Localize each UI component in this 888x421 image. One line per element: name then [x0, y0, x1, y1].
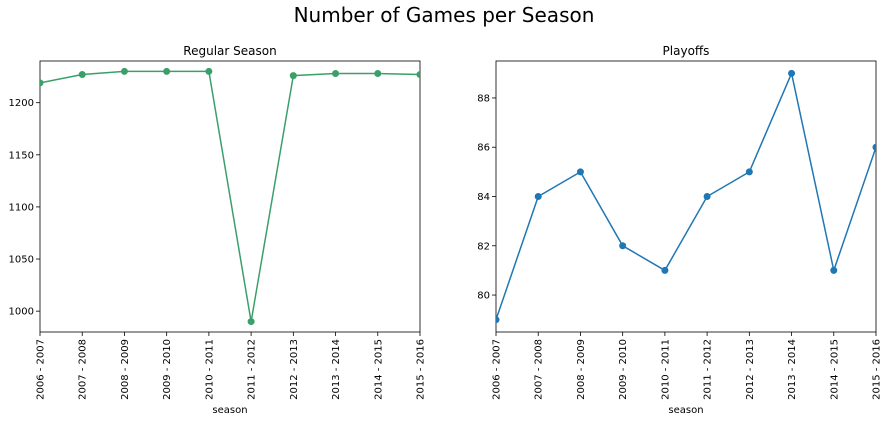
playoffs-series-line	[496, 70, 876, 320]
playoffs-axes-frame	[495, 60, 877, 333]
regular-season-axes-title: Regular Season	[183, 44, 276, 58]
playoffs-y-tick-label: 86	[477, 143, 490, 154]
playoffs-data-point	[830, 266, 838, 274]
playoffs-data-point	[788, 69, 796, 77]
regular-season-series	[40, 67, 420, 326]
playoffs-chart: Playoffs 80 82 84 86 88 2006 - 2007 2007 - 2008…	[477, 44, 882, 416]
regular-season-x-axis-label: season	[212, 405, 247, 416]
playoffs-x-tick-label: 2014 - 2015	[829, 339, 840, 400]
regular-season-data-point	[205, 67, 213, 75]
playoffs-x-tick-label: 2013 - 2014	[787, 339, 798, 400]
playoffs-x-tick-label: 2015 - 2016	[872, 339, 883, 400]
regular-season-x-tick-label: 2012 - 2013	[289, 339, 300, 400]
playoffs-x-tick-label: 2012 - 2013	[745, 339, 756, 400]
regular-season-y-tick-label: 1000	[9, 307, 34, 318]
regular-season-data-point	[78, 71, 86, 79]
regular-season-x-tick-label: 2007 - 2008	[78, 339, 89, 400]
regular-season-y-tick-label: 1200	[9, 98, 34, 109]
regular-season-x-tick-label: 2010 - 2011	[204, 339, 215, 400]
playoffs-x-tick-label: 2009 - 2010	[618, 339, 629, 400]
playoffs-data-point	[576, 168, 584, 176]
regular-season-x-tick-label: 2014 - 2015	[373, 339, 384, 400]
regular-season-y-tick-label: 1100	[9, 202, 34, 213]
regular-season-x-tick-label: 2015 - 2016	[416, 339, 427, 400]
playoffs-x-tick-label: 2006 - 2007	[492, 339, 503, 400]
playoffs-x-tick-label: 2007 - 2008	[534, 339, 545, 400]
playoffs-x-tick-label: 2010 - 2011	[660, 339, 671, 400]
playoffs-data-point	[703, 193, 711, 200]
regular-season-x-tick-label: 2008 - 2009	[120, 339, 131, 400]
regular-season-series-line	[40, 70, 420, 322]
regular-season-data-point	[120, 67, 128, 75]
playoffs-x-tick-label: 2011 - 2012	[703, 339, 714, 400]
regular-season-data-point	[289, 72, 297, 80]
regular-season-y-tick-label: 1150	[9, 150, 34, 161]
playoffs-data-point	[745, 168, 753, 176]
playoffs-data-point	[534, 193, 542, 200]
playoffs-data-point	[872, 143, 876, 151]
playoffs-y-tick-label: 80	[477, 291, 490, 302]
playoffs-x-axis-label: season	[668, 405, 703, 416]
playoffs-data-point	[496, 316, 500, 324]
playoffs-y-tick-label: 84	[477, 192, 490, 203]
regular-season-chart: Regular Season 1000 1050 1100 1150 1200 2006 -…	[9, 44, 427, 416]
regular-season-data-point	[332, 70, 340, 78]
regular-season-y-tick-label: 1050	[9, 255, 34, 266]
playoffs-data-point	[661, 266, 669, 274]
playoffs-y-tick-label: 82	[477, 241, 490, 252]
playoffs-data-point	[619, 242, 627, 250]
regular-season-axes-frame	[39, 60, 421, 333]
regular-season-data-point	[416, 71, 420, 79]
regular-season-x-tick-label: 2013 - 2014	[331, 339, 342, 400]
playoffs-x-tick-label: 2008 - 2009	[576, 339, 587, 400]
regular-season-x-tick-label: 2006 - 2007	[36, 339, 47, 400]
playoffs-series	[496, 69, 876, 324]
figure-title: Number of Games per Season	[294, 3, 595, 27]
regular-season-data-point	[247, 318, 255, 326]
regular-season-x-tick-label: 2011 - 2012	[247, 339, 258, 400]
regular-season-x-tick-label: 2009 - 2010	[162, 339, 173, 400]
regular-season-data-point	[163, 67, 171, 75]
playoffs-axes-title: Playoffs	[663, 44, 710, 58]
playoffs-y-tick-label: 88	[477, 93, 490, 104]
regular-season-data-point	[40, 79, 44, 87]
regular-season-data-point	[374, 70, 382, 78]
